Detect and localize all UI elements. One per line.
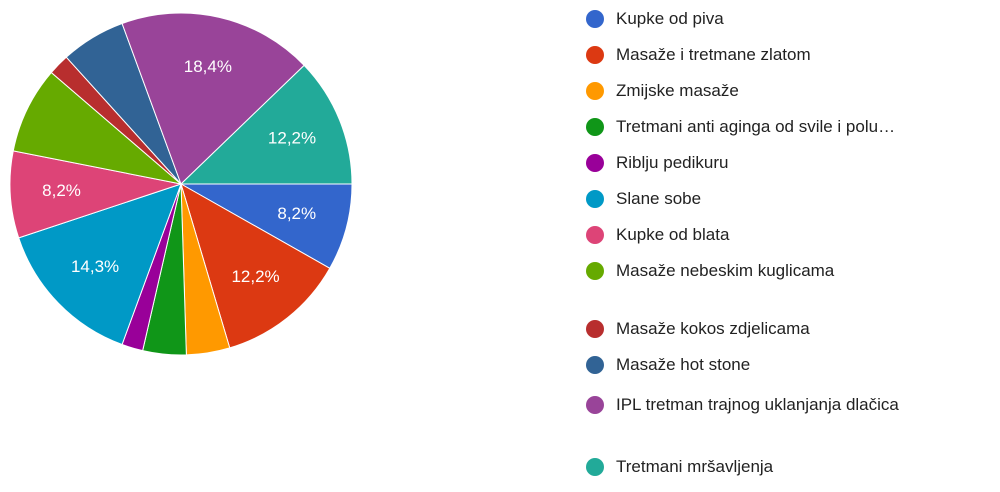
legend-label: Kupke od blata [616, 225, 730, 244]
legend-item: Masaže i tretmane zlatom [586, 44, 956, 80]
pie-slice [179, 64, 353, 185]
legend-label: Kupke od piva [616, 9, 724, 28]
slice-label: 14,3% [71, 257, 119, 276]
legend-swatch [586, 154, 604, 172]
legend-swatch [586, 118, 604, 136]
legend-label: IPL tretman trajnog uklanjanja dlačica [616, 395, 899, 414]
legend-item: Masaže kokos zdjelicama [586, 318, 956, 354]
pie-slice [12, 71, 183, 185]
legend-swatch [586, 356, 604, 374]
legend-swatch [586, 46, 604, 64]
legend-swatch [586, 10, 604, 28]
legend-swatch [586, 320, 604, 338]
legend-label: Zmijske masaže [616, 81, 739, 100]
pie-slice [179, 183, 353, 269]
legend-item: Masaže nebeskim kuglicama [586, 260, 956, 296]
legend-swatch [586, 458, 604, 476]
legend-label: Riblju pedikuru [616, 153, 729, 172]
legend-item: Riblju pedikuru [586, 152, 956, 188]
legend-item: Kupke od blata [586, 224, 956, 260]
legend-label: Masaže nebeskim kuglicama [616, 261, 835, 280]
pie-slice [180, 182, 331, 349]
legend-swatch [586, 82, 604, 100]
legend: Kupke od piva Masaže i tretmane zlatom Zmi… [586, 8, 956, 492]
pie-slice [121, 12, 305, 185]
pie-slice [9, 150, 183, 239]
legend-item: IPL tretman trajnog uklanjanja dlačica [586, 390, 956, 456]
legend-item: Slane sobe [586, 188, 956, 224]
legend-swatch [586, 190, 604, 208]
legend-label: Masaže kokos zdjelicama [616, 319, 810, 338]
legend-item: Kupke od piva [586, 8, 956, 44]
legend-item: Tretmani anti aginga od svile i polu… [586, 116, 956, 152]
legend-item: Masaže hot stone [586, 354, 956, 390]
slice-label: 8,2% [277, 204, 316, 223]
legend-label: Tretmani mršavljenja [616, 457, 774, 476]
slice-label: 12,2% [231, 267, 279, 286]
legend-swatch [586, 226, 604, 244]
pie-slice [18, 183, 182, 346]
legend-label: Tretmani anti aginga od svile i polu… [616, 117, 896, 136]
slice-label: 8,2% [42, 181, 81, 200]
legend-swatch [586, 396, 604, 414]
legend-item: Zmijske masaže [586, 80, 956, 116]
legend-label: Masaže hot stone [616, 355, 751, 374]
slice-label: 18,4% [184, 57, 232, 76]
slice-label: 12,2% [268, 129, 316, 148]
legend-swatch [586, 262, 604, 280]
legend-item: Tretmani mršavljenja [586, 456, 956, 492]
legend-label: Slane sobe [616, 189, 702, 208]
legend-label: Masaže i tretmane zlatom [616, 45, 811, 64]
